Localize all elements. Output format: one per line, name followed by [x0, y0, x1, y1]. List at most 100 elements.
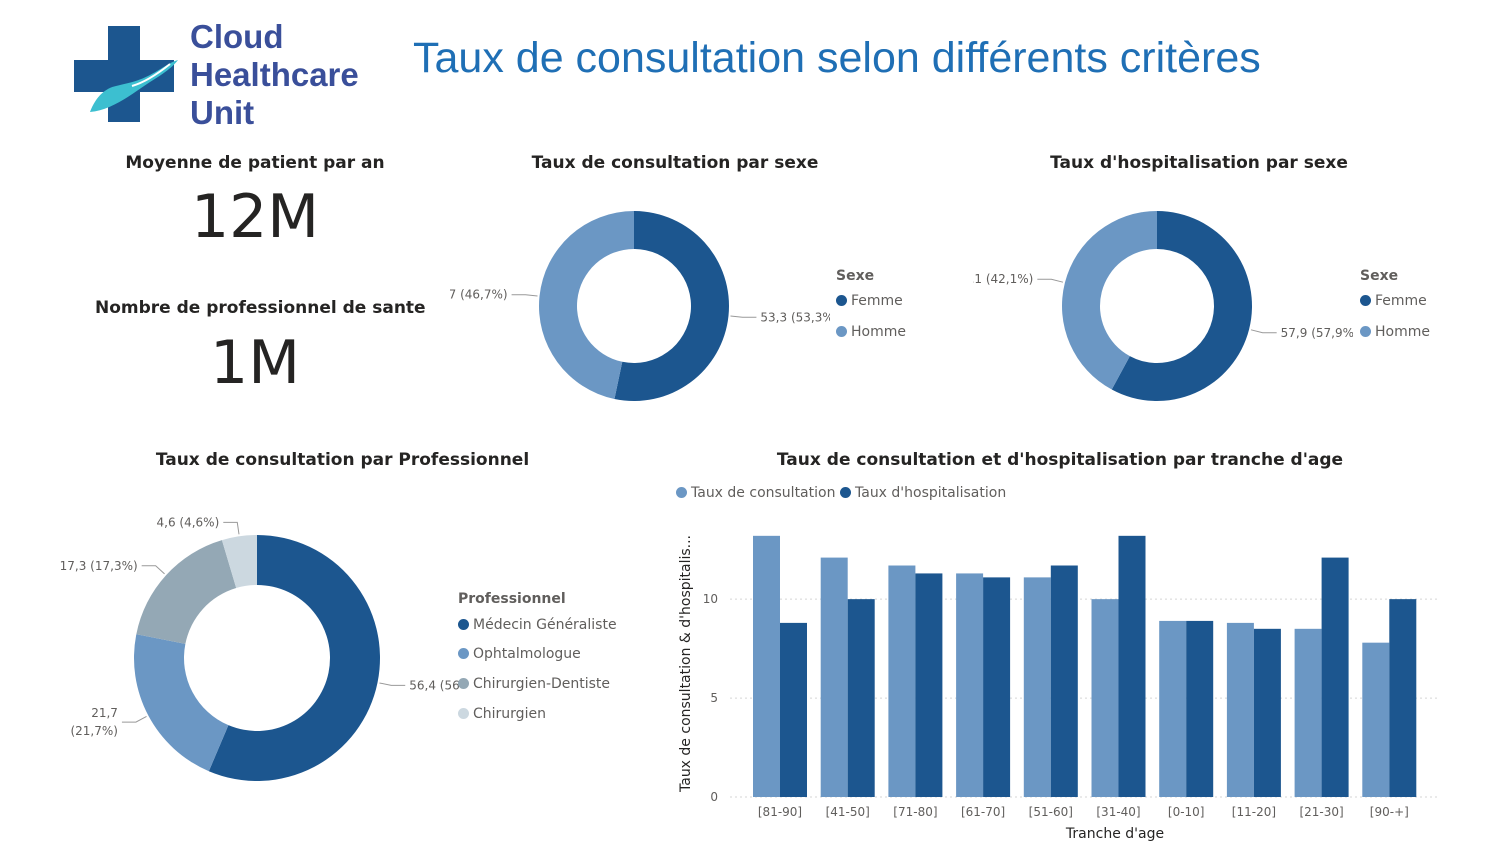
x-tick-label: [0-10]: [1168, 805, 1205, 819]
bar-consultation[interactable]: [820, 557, 848, 797]
bar-consultation[interactable]: [1226, 622, 1254, 797]
bar-consultation[interactable]: [1091, 599, 1119, 797]
leader-line: [730, 315, 757, 318]
legend-label: Taux d'hospitalisation: [855, 485, 1007, 501]
kpi-value-patients: 12M: [190, 182, 320, 252]
bar-hospitalisation[interactable]: [1321, 557, 1349, 797]
legend-dot-icon: [676, 487, 687, 498]
donut-professionnel-title: Taux de consultation par Professionnel: [155, 450, 530, 470]
kpi-value-professionnels: 1M: [210, 328, 300, 398]
legend-label: Homme: [851, 324, 906, 340]
bar-consultation[interactable]: [888, 565, 916, 797]
bar-consultation[interactable]: [1023, 577, 1051, 797]
leader-line: [379, 682, 406, 686]
bar-hospitalisation[interactable]: [1389, 599, 1417, 797]
logo-line-2: Healthcare: [190, 56, 359, 93]
legend-dot-icon: [1360, 295, 1371, 306]
donut-consultation-sexe-title: Taux de consultation par sexe: [531, 153, 819, 173]
x-tick-label: [51-60]: [1029, 805, 1073, 819]
legend-sexe-title-2: Sexe: [1360, 268, 1399, 284]
logo-cross-icon: [74, 26, 178, 122]
legend-label: Homme: [1375, 324, 1430, 340]
donut-hospitalisation-sexe[interactable]: 57,9 (57,9%) 42,1 (42,1%): [973, 190, 1353, 420]
y-tick-label: 5: [710, 691, 718, 705]
x-tick-label: [90-+]: [1370, 805, 1409, 819]
donut-slice-1[interactable]: [134, 634, 229, 772]
bar-hospitalisation[interactable]: [1118, 535, 1146, 797]
donut-slice-1[interactable]: [539, 211, 634, 399]
donut-data-label: 46,7 (46,7%): [450, 288, 508, 302]
bar-hospitalisation[interactable]: [983, 577, 1011, 797]
leader-line: [223, 521, 240, 535]
bar-chart-tranche-age[interactable]: 0 5 10 [81-90] [41-50] [71-80] [61-70] [51-60] […: [670, 510, 1460, 850]
x-tick-label: [61-70]: [961, 805, 1005, 819]
bar-hospitalisation[interactable]: [1253, 628, 1281, 797]
x-tick-label: [31-40]: [1096, 805, 1140, 819]
x-tick-label: [11-20]: [1232, 805, 1276, 819]
legend-dot-icon: [836, 295, 847, 306]
bar-consultation[interactable]: [956, 573, 984, 797]
bar-hospitalisation[interactable]: [1186, 620, 1214, 797]
legend-dot-icon: [458, 619, 469, 630]
kpi-label-patients: Moyenne de patient par an: [125, 153, 385, 173]
donut-slice-3[interactable]: [221, 535, 257, 589]
donut-data-label: 56,4 (56,4%): [409, 678, 460, 692]
legend-item-homme-1[interactable]: Homme: [836, 324, 906, 340]
donut-data-label: 42,1 (42,1%): [973, 272, 1033, 286]
logo-line-3: Unit: [190, 94, 255, 131]
legend-label: Femme: [1375, 293, 1427, 309]
leader-line: [121, 716, 147, 723]
logo-text: Cloud Healthcare Unit: [190, 18, 359, 132]
legend-item-consultation[interactable]: Taux de consultation: [676, 485, 835, 501]
bar-consultation[interactable]: [1159, 620, 1187, 797]
legend-dot-icon: [458, 678, 469, 689]
bar-consultation[interactable]: [1294, 628, 1322, 797]
donut-slice-0[interactable]: [1111, 211, 1252, 401]
leader-line: [141, 565, 165, 575]
leader-line: [511, 294, 538, 297]
donut-consultation-sexe[interactable]: 53,3 (53,3%) 46,7 (46,7%): [450, 190, 830, 420]
legend-item-ophtalmologue[interactable]: Ophtalmologue: [458, 646, 581, 662]
legend-dot-icon: [840, 487, 851, 498]
page-title: Taux de consultation selon différents cr…: [413, 34, 1261, 82]
legend-item-homme-2[interactable]: Homme: [1360, 324, 1430, 340]
legend-dot-icon: [458, 708, 469, 719]
bar-consultation[interactable]: [1362, 642, 1390, 797]
x-tick-label: [41-50]: [826, 805, 870, 819]
bar-hospitalisation[interactable]: [915, 573, 943, 797]
legend-label: Chirurgien-Dentiste: [473, 676, 611, 692]
bar-consultation[interactable]: [753, 535, 780, 797]
legend-dot-icon: [458, 648, 469, 659]
legend-dot-icon: [1360, 326, 1371, 337]
donut-data-label: 4,6 (4,6%): [157, 515, 220, 529]
legend-sexe-title-1: Sexe: [836, 268, 875, 284]
donut-slice-0[interactable]: [208, 535, 381, 781]
x-tick-label: [71-80]: [893, 805, 937, 819]
donut-slice-1[interactable]: [1062, 211, 1157, 390]
bar-chart-title: Taux de consultation et d'hospitalisatio…: [776, 450, 1344, 470]
legend-dot-icon: [836, 326, 847, 337]
donut-data-label: 21,7 (21,7%): [70, 706, 117, 738]
donut-slice-0[interactable]: [614, 211, 729, 401]
y-tick-label: 10: [703, 592, 718, 606]
donut-data-label: 57,9 (57,9%): [1281, 326, 1353, 340]
donut-data-label: 53,3 (53,3%): [760, 310, 830, 324]
legend-item-medecin[interactable]: Médecin Généraliste: [458, 617, 617, 633]
legend-item-femme-1[interactable]: Femme: [836, 293, 903, 309]
legend-item-dentiste[interactable]: Chirurgien-Dentiste: [458, 676, 610, 692]
x-tick-label: [81-90]: [758, 805, 802, 819]
legend-professionnel-title: Professionnel: [458, 591, 566, 607]
donut-professionnel[interactable]: 56,4 (56,4%) 21,7(21,7%) 17,3 (17,3%) 4,6 (…: [60, 505, 460, 805]
leader-line: [1037, 278, 1064, 283]
legend-item-chirurgien[interactable]: Chirurgien: [458, 706, 546, 722]
legend-label: Taux de consultation: [691, 485, 836, 501]
legend-label: Chirurgien: [473, 706, 546, 722]
legend-item-femme-2[interactable]: Femme: [1360, 293, 1427, 309]
donut-data-label: 17,3 (17,3%): [60, 559, 138, 573]
kpi-label-professionnels: Nombre de professionnel de sante: [95, 298, 426, 318]
bar-hospitalisation[interactable]: [1050, 565, 1078, 797]
legend-item-hospitalisation[interactable]: Taux d'hospitalisation: [840, 485, 1006, 501]
bar-hospitalisation[interactable]: [780, 622, 807, 797]
donut-slice-2[interactable]: [136, 540, 237, 644]
bar-hospitalisation[interactable]: [847, 599, 875, 797]
